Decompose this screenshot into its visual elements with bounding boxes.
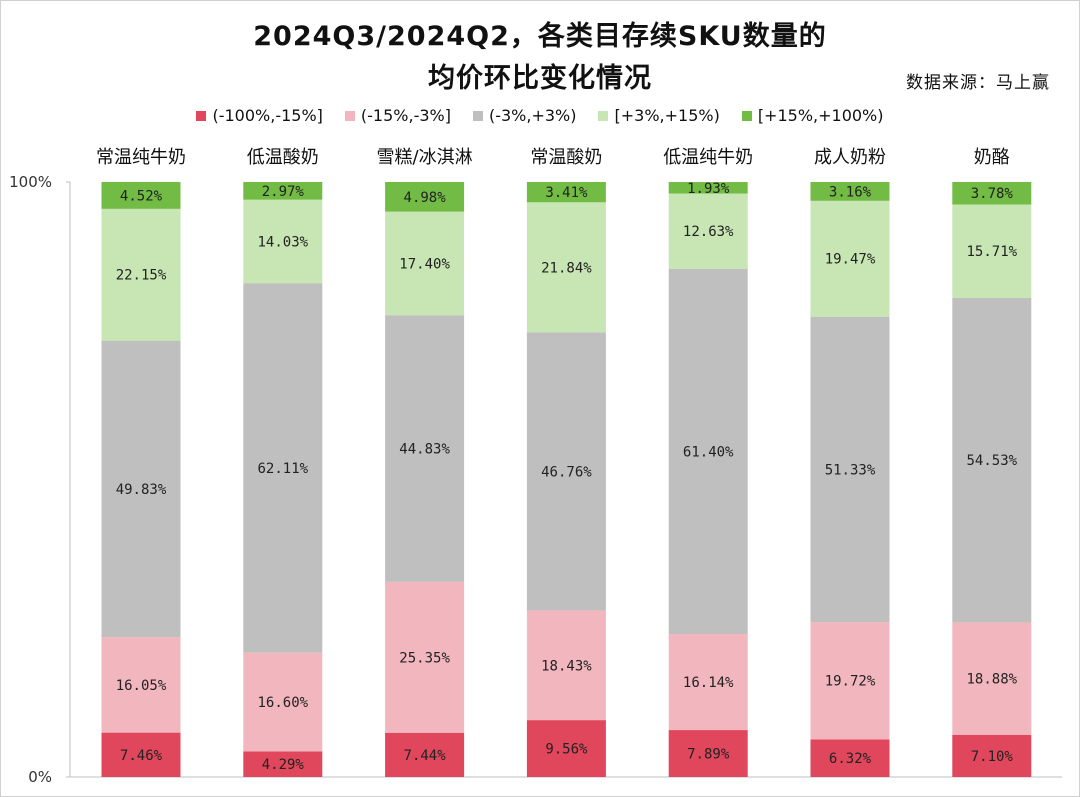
data-label: 14.03% [258,234,309,250]
category-label: 常温酸奶 [530,147,602,168]
data-label: 12.63% [683,224,734,240]
data-label: 18.43% [541,658,592,674]
legend-swatch-3 [472,110,483,121]
bar-segment [243,652,323,752]
category-label: 奶酪 [974,147,1010,168]
data-label: 21.84% [541,260,592,276]
legend-swatch-4 [598,110,609,121]
legend-label-3: (-3%,+3%) [488,106,577,125]
data-label: 3.78% [971,186,1014,202]
bar-segment [243,283,323,653]
data-label: 2.97% [262,184,305,200]
bar-segment [668,730,748,777]
data-label: 62.11% [258,461,309,477]
legend-label-5: [+15%,+100%) [757,106,884,125]
legend-item-5: [+15%,+100%) [741,106,884,125]
data-label: 54.53% [967,453,1018,469]
data-label: 16.05% [116,678,167,694]
data-label: 19.72% [825,674,876,690]
data-label: 7.46% [120,748,163,764]
data-label: 4.29% [262,757,305,773]
bar-segment [952,204,1032,298]
data-label: 6.32% [829,751,872,767]
category-label: 常温纯牛奶 [96,147,186,168]
bar-segment [526,202,606,333]
bar-segment [243,751,323,777]
legend-swatch-2 [344,110,355,121]
legend-swatch-5 [741,110,752,121]
legend-label-1: (-100%,-15%] [212,106,323,125]
data-label: 49.83% [116,482,167,498]
bar-segment [526,720,606,777]
bar-segment [668,193,748,269]
legend-swatch-1 [196,110,207,121]
data-label: 44.83% [399,442,450,458]
data-label: 61.40% [683,444,734,460]
data-label: 51.33% [825,462,876,478]
legend-item-1: (-100%,-15%] [196,106,323,125]
bar-segment [101,732,181,777]
bar-segment [952,297,1032,623]
bar-segment [810,182,890,201]
bar-segment [101,208,181,341]
bar-segment [952,622,1032,735]
data-label: 7.89% [687,747,730,763]
bar-segment [526,610,606,721]
legend-item-3: (-3%,+3%) [472,106,577,125]
data-label: 3.16% [829,184,872,200]
bar-segment [243,199,323,284]
category-label: 低温纯牛奶 [663,147,753,168]
bar-segment [385,581,465,733]
bar-segment [385,732,465,777]
bar-segment [668,634,748,731]
data-label: 17.40% [399,256,450,272]
y-tick-label: 0% [28,768,52,786]
data-label: 7.10% [971,749,1014,765]
data-label: 22.15% [116,268,167,284]
bar-segment [101,340,181,638]
data-source-note: 数据来源：马上赢 [906,73,1050,93]
bar-segment [810,316,890,623]
bar-segment [668,268,748,635]
legend: (-100%,-15%] (-15%,-3%] (-3%,+3%) [+3%,+15%… [0,106,1080,125]
data-label: 4.52% [120,188,163,204]
data-label: 25.35% [399,650,450,666]
legend-item-2: (-15%,-3%] [344,106,451,125]
bar-segment [526,182,606,203]
data-label: 4.98% [404,190,447,206]
data-label: 16.60% [258,695,309,711]
bar-segment [101,181,181,209]
data-label: 16.14% [683,675,734,691]
data-label: 18.88% [967,672,1018,688]
chart-title-line-1: 2024Q3/2024Q2，各类目存续SKU数量的 [253,21,827,52]
data-label: 19.47% [825,252,876,268]
data-label: 46.76% [541,464,592,480]
bar-segment [952,734,1032,777]
category-label: 低温酸奶 [247,147,319,168]
bar-segment [385,315,465,582]
bar-segment [385,182,465,212]
bar-segment [243,182,323,200]
bar-segment [668,182,748,194]
chart-title-line-2: 均价环比变化情况 [428,63,652,94]
data-label: 9.56% [545,742,588,758]
legend-label-4: [+3%,+15%) [614,106,720,125]
bar-segment [952,182,1032,205]
legend-item-4: [+3%,+15%) [598,106,720,125]
legend-label-2: (-15%,-3%] [360,106,451,125]
data-label: 1.93% [687,181,730,197]
bar-segment [385,211,465,316]
data-label: 15.71% [967,244,1018,260]
category-label: 雪糕/冰淇淋 [377,147,473,168]
bar-segment [101,637,181,733]
bar-segment [810,200,890,317]
category-label: 成人奶粉 [814,147,886,168]
y-tick-label: 100% [9,173,52,191]
bar-segment [810,622,890,740]
bar-segment [526,332,606,611]
data-label: 7.44% [404,748,447,764]
bar-segment [810,739,890,777]
data-label: 3.41% [545,185,588,201]
